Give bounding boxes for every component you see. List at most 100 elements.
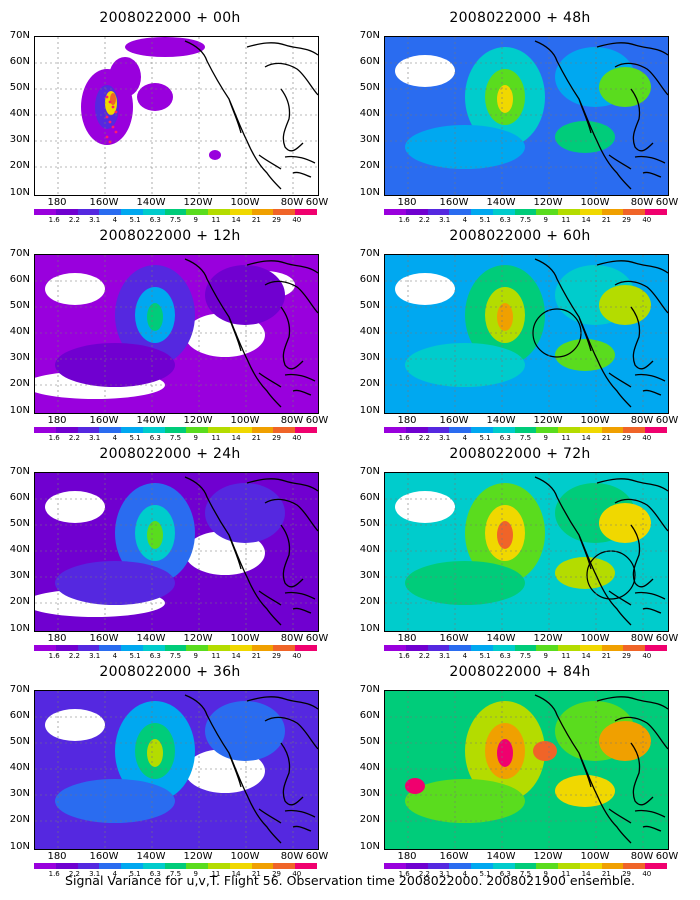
colorbar-swatch bbox=[273, 427, 296, 433]
map-canvas bbox=[385, 255, 668, 413]
map-canvas bbox=[385, 691, 668, 849]
longitude-label: 80W bbox=[280, 197, 304, 208]
longitude-label: 100W bbox=[580, 415, 610, 426]
colorbar-swatch bbox=[405, 863, 428, 869]
colorbar-label: 29 bbox=[272, 870, 282, 878]
colorbar-swatch bbox=[558, 209, 580, 215]
colorbar-label: 3.1 bbox=[439, 434, 451, 442]
colorbar-swatch bbox=[623, 863, 646, 869]
colorbar-label: 6.3 bbox=[149, 216, 161, 224]
coastline bbox=[634, 373, 666, 396]
latitude-label: 50N bbox=[9, 300, 30, 311]
coastline bbox=[184, 694, 282, 844]
colorbar-swatch bbox=[601, 645, 624, 651]
white-region bbox=[45, 709, 105, 741]
colorbar-swatch bbox=[295, 645, 317, 651]
coastline bbox=[596, 42, 668, 96]
colorbar-label: 9 bbox=[193, 434, 198, 442]
latitude-label: 60N bbox=[9, 274, 30, 285]
colorbar-swatch bbox=[427, 209, 450, 215]
colorbar-label: 7.5 bbox=[169, 216, 182, 224]
longitude-label: 120W bbox=[183, 851, 213, 862]
longitude-label: 140W bbox=[486, 197, 516, 208]
map-canvas bbox=[35, 473, 318, 631]
colorbar-swatch bbox=[229, 209, 252, 215]
colorbar-label: 21 bbox=[601, 652, 611, 660]
colorbar-label: 2.2 bbox=[68, 434, 80, 442]
colorbar-swatch bbox=[208, 427, 230, 433]
colorbar-swatch bbox=[623, 645, 646, 651]
colorbar-label: 40 bbox=[292, 652, 302, 660]
map-plot bbox=[384, 690, 669, 850]
colorbar-label: 5.1 bbox=[479, 434, 491, 442]
coastline bbox=[246, 696, 318, 750]
latitude-label: 50N bbox=[359, 82, 380, 93]
colorbar-swatch bbox=[645, 645, 667, 651]
colorbar-swatch bbox=[579, 209, 602, 215]
colorbar-swatch bbox=[229, 427, 252, 433]
colorbar-label: 4 bbox=[112, 434, 118, 442]
colorbar-label: 21 bbox=[251, 434, 261, 442]
panel-title: 2008022000 + 48h bbox=[449, 10, 591, 26]
colorbar-swatch bbox=[273, 645, 296, 651]
white-region bbox=[395, 55, 455, 87]
colorbar-swatch bbox=[77, 645, 100, 651]
coastline bbox=[596, 478, 668, 532]
colorbar-swatch bbox=[229, 645, 252, 651]
colorbar-label: 3.1 bbox=[89, 870, 101, 878]
observation-point bbox=[105, 115, 109, 119]
map-plot bbox=[34, 254, 319, 414]
latitude-label: 40N bbox=[9, 108, 30, 119]
colorbar-swatch bbox=[142, 209, 165, 215]
colorbar-label: 4 bbox=[462, 216, 468, 224]
colorbar-label: 1.6 bbox=[48, 870, 60, 878]
longitude-label: 60W bbox=[655, 415, 679, 426]
latitude-label: 70N bbox=[9, 466, 30, 477]
colorbar-swatch bbox=[492, 645, 515, 651]
colorbar-swatch bbox=[251, 645, 274, 651]
colorbar-label: 9 bbox=[543, 870, 548, 878]
colorbar-label: 6.3 bbox=[149, 434, 161, 442]
colorbar-swatch bbox=[601, 209, 624, 215]
colorbar-label: 1.6 bbox=[48, 216, 60, 224]
colorbar-swatch bbox=[384, 645, 406, 651]
variance-field bbox=[209, 150, 221, 160]
variance-field bbox=[599, 503, 651, 543]
colorbar-label: 5.1 bbox=[479, 870, 491, 878]
coastline bbox=[608, 742, 654, 824]
longitude-label: 100W bbox=[580, 851, 610, 862]
latitude-label: 70N bbox=[359, 30, 380, 41]
latitude-label: 70N bbox=[9, 248, 30, 259]
colorbar-label: 9 bbox=[193, 870, 198, 878]
latitude-label: 60N bbox=[9, 56, 30, 67]
longitude-label: 60W bbox=[655, 197, 679, 208]
colorbar-label: 1.6 bbox=[48, 434, 60, 442]
longitude-label: 140W bbox=[486, 633, 516, 644]
latitude-label: 30N bbox=[359, 352, 380, 363]
map-plot bbox=[34, 36, 319, 196]
longitude-label: 160W bbox=[89, 851, 119, 862]
colorbar-label: 9 bbox=[543, 434, 548, 442]
colorbar-label: 11 bbox=[561, 652, 571, 660]
latitude-label: 20N bbox=[9, 160, 30, 171]
colorbar-label: 7.5 bbox=[519, 652, 532, 660]
colorbar-swatch bbox=[623, 427, 646, 433]
colorbar-swatch bbox=[579, 427, 602, 433]
colorbar-swatch bbox=[164, 645, 187, 651]
variance-field bbox=[137, 83, 173, 111]
latitude-label: 30N bbox=[359, 134, 380, 145]
colorbar-swatch bbox=[492, 863, 515, 869]
colorbar-swatch bbox=[427, 863, 450, 869]
colorbar-label: 21 bbox=[251, 870, 261, 878]
colorbar-label: 1.6 bbox=[398, 434, 410, 442]
colorbar-label: 3.1 bbox=[89, 652, 101, 660]
colorbar-label: 14 bbox=[581, 870, 591, 878]
longitude-label: 100W bbox=[230, 633, 260, 644]
variance-field bbox=[405, 125, 525, 169]
map-plot bbox=[384, 36, 669, 196]
colorbar-swatch bbox=[405, 209, 428, 215]
longitude-label: 120W bbox=[183, 415, 213, 426]
variance-field bbox=[125, 37, 205, 57]
longitude-label: 80W bbox=[280, 851, 304, 862]
latitude-label: 50N bbox=[359, 518, 380, 529]
